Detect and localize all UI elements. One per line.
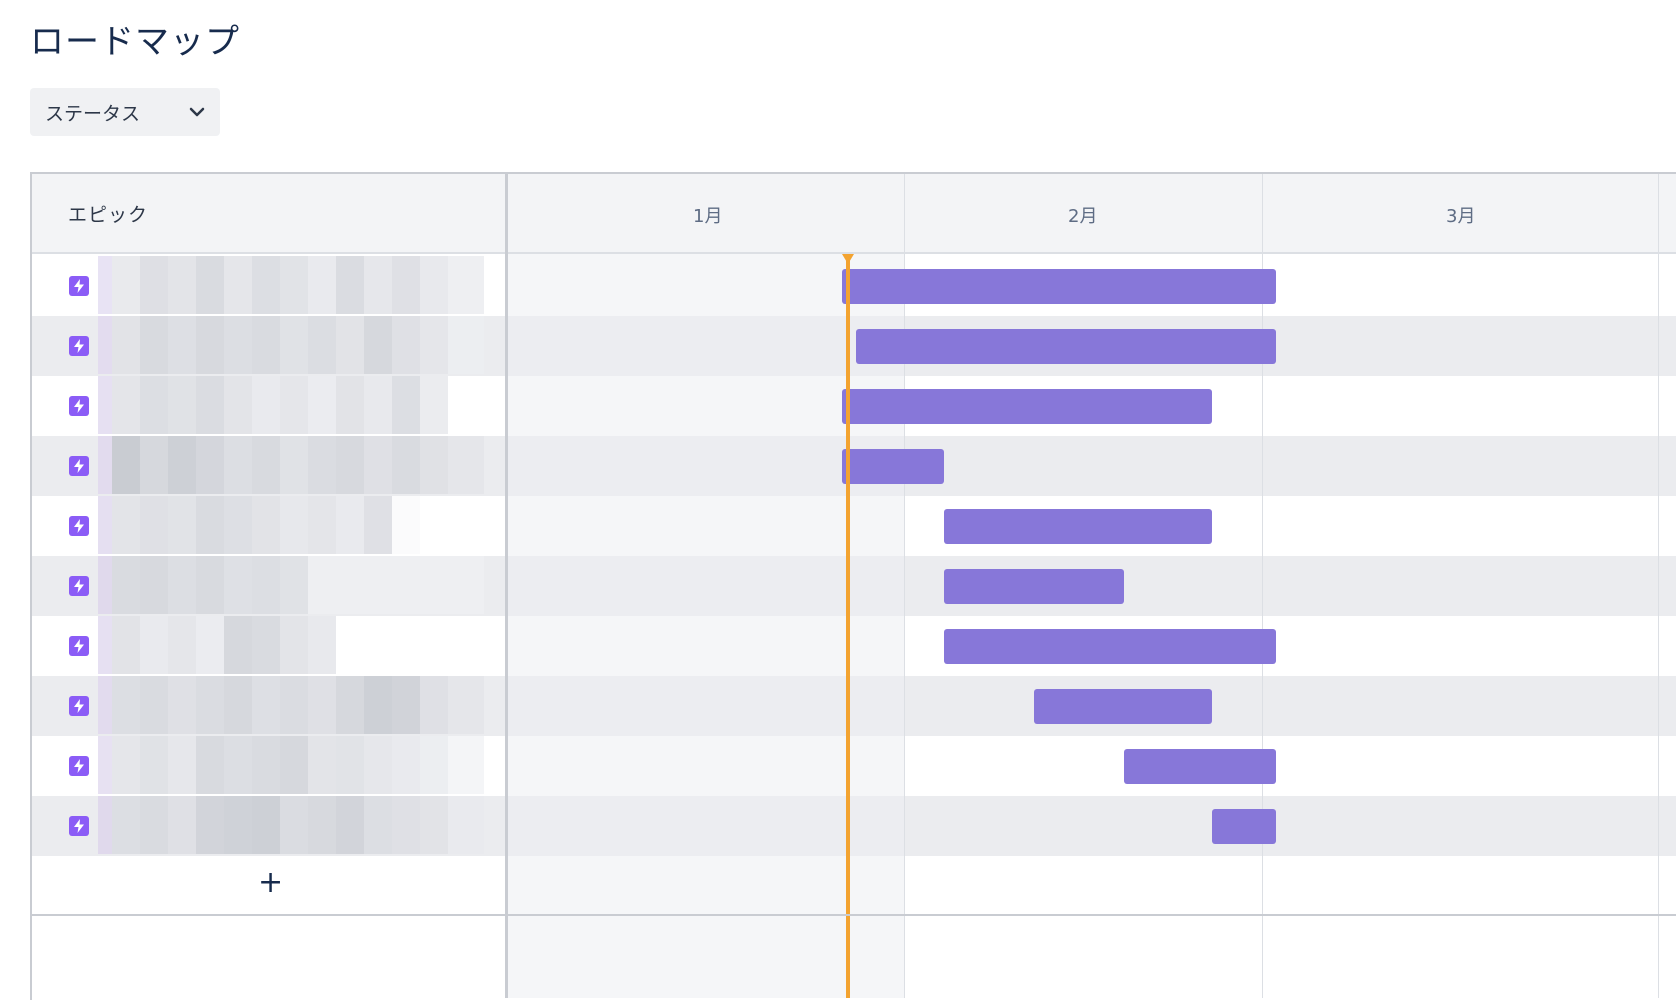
epic-timeline-bar[interactable] [842, 269, 1276, 304]
redacted-epic-title [98, 496, 484, 554]
redacted-epic-title [98, 556, 484, 614]
month-header-feb: 2月 [1068, 206, 1098, 227]
epic-timeline-bar[interactable] [1212, 809, 1276, 844]
chevron-down-icon [189, 107, 205, 117]
redacted-epic-title [98, 316, 484, 374]
epic-timeline-bar[interactable] [944, 629, 1276, 664]
epic-lightning-icon [69, 696, 89, 716]
status-filter-label: ステータス [45, 102, 141, 125]
redacted-epic-title [98, 256, 484, 314]
add-epic-row[interactable] [32, 854, 1676, 916]
epic-lightning-icon [69, 756, 89, 776]
page-title: ロードマップ [30, 22, 240, 62]
redacted-epic-title [98, 616, 484, 674]
month-divider [904, 174, 905, 998]
epic-lightning-icon [69, 276, 89, 296]
redacted-epic-title [98, 436, 484, 494]
epic-timeline-bar[interactable] [944, 569, 1124, 604]
epic-timeline-bar[interactable] [1124, 749, 1276, 784]
epic-lightning-icon [69, 516, 89, 536]
redacted-epic-title [98, 376, 484, 434]
epic-lightning-icon [69, 396, 89, 416]
redacted-epic-title [98, 796, 484, 854]
epic-timeline-bar[interactable] [1034, 689, 1212, 724]
epic-lightning-icon [69, 456, 89, 476]
epic-lightning-icon [69, 336, 89, 356]
month-divider [1262, 174, 1263, 998]
roadmap-header [32, 174, 1676, 254]
past-period-shade [508, 254, 904, 998]
redacted-epic-title [98, 736, 484, 794]
today-marker-triangle [842, 254, 854, 264]
roadmap-grid [30, 172, 1676, 1000]
epic-sidebar [30, 172, 508, 998]
epic-column-header: エピック [68, 204, 149, 226]
month-divider [1658, 174, 1659, 998]
epic-timeline-bar[interactable] [944, 509, 1212, 544]
epic-timeline-bar[interactable] [842, 449, 944, 484]
epic-timeline-bar[interactable] [842, 389, 1212, 424]
status-filter-dropdown[interactable]: ステータス [30, 88, 220, 136]
month-header-mar: 3月 [1446, 206, 1476, 227]
redacted-epic-title [98, 676, 484, 734]
add-epic-plus-icon[interactable]: + [258, 865, 284, 900]
epic-lightning-icon [69, 636, 89, 656]
month-header-jan: 1月 [693, 206, 723, 227]
epic-timeline-bar[interactable] [856, 329, 1276, 364]
epic-lightning-icon [69, 576, 89, 596]
today-marker-line [846, 254, 850, 998]
epic-lightning-icon [69, 816, 89, 836]
